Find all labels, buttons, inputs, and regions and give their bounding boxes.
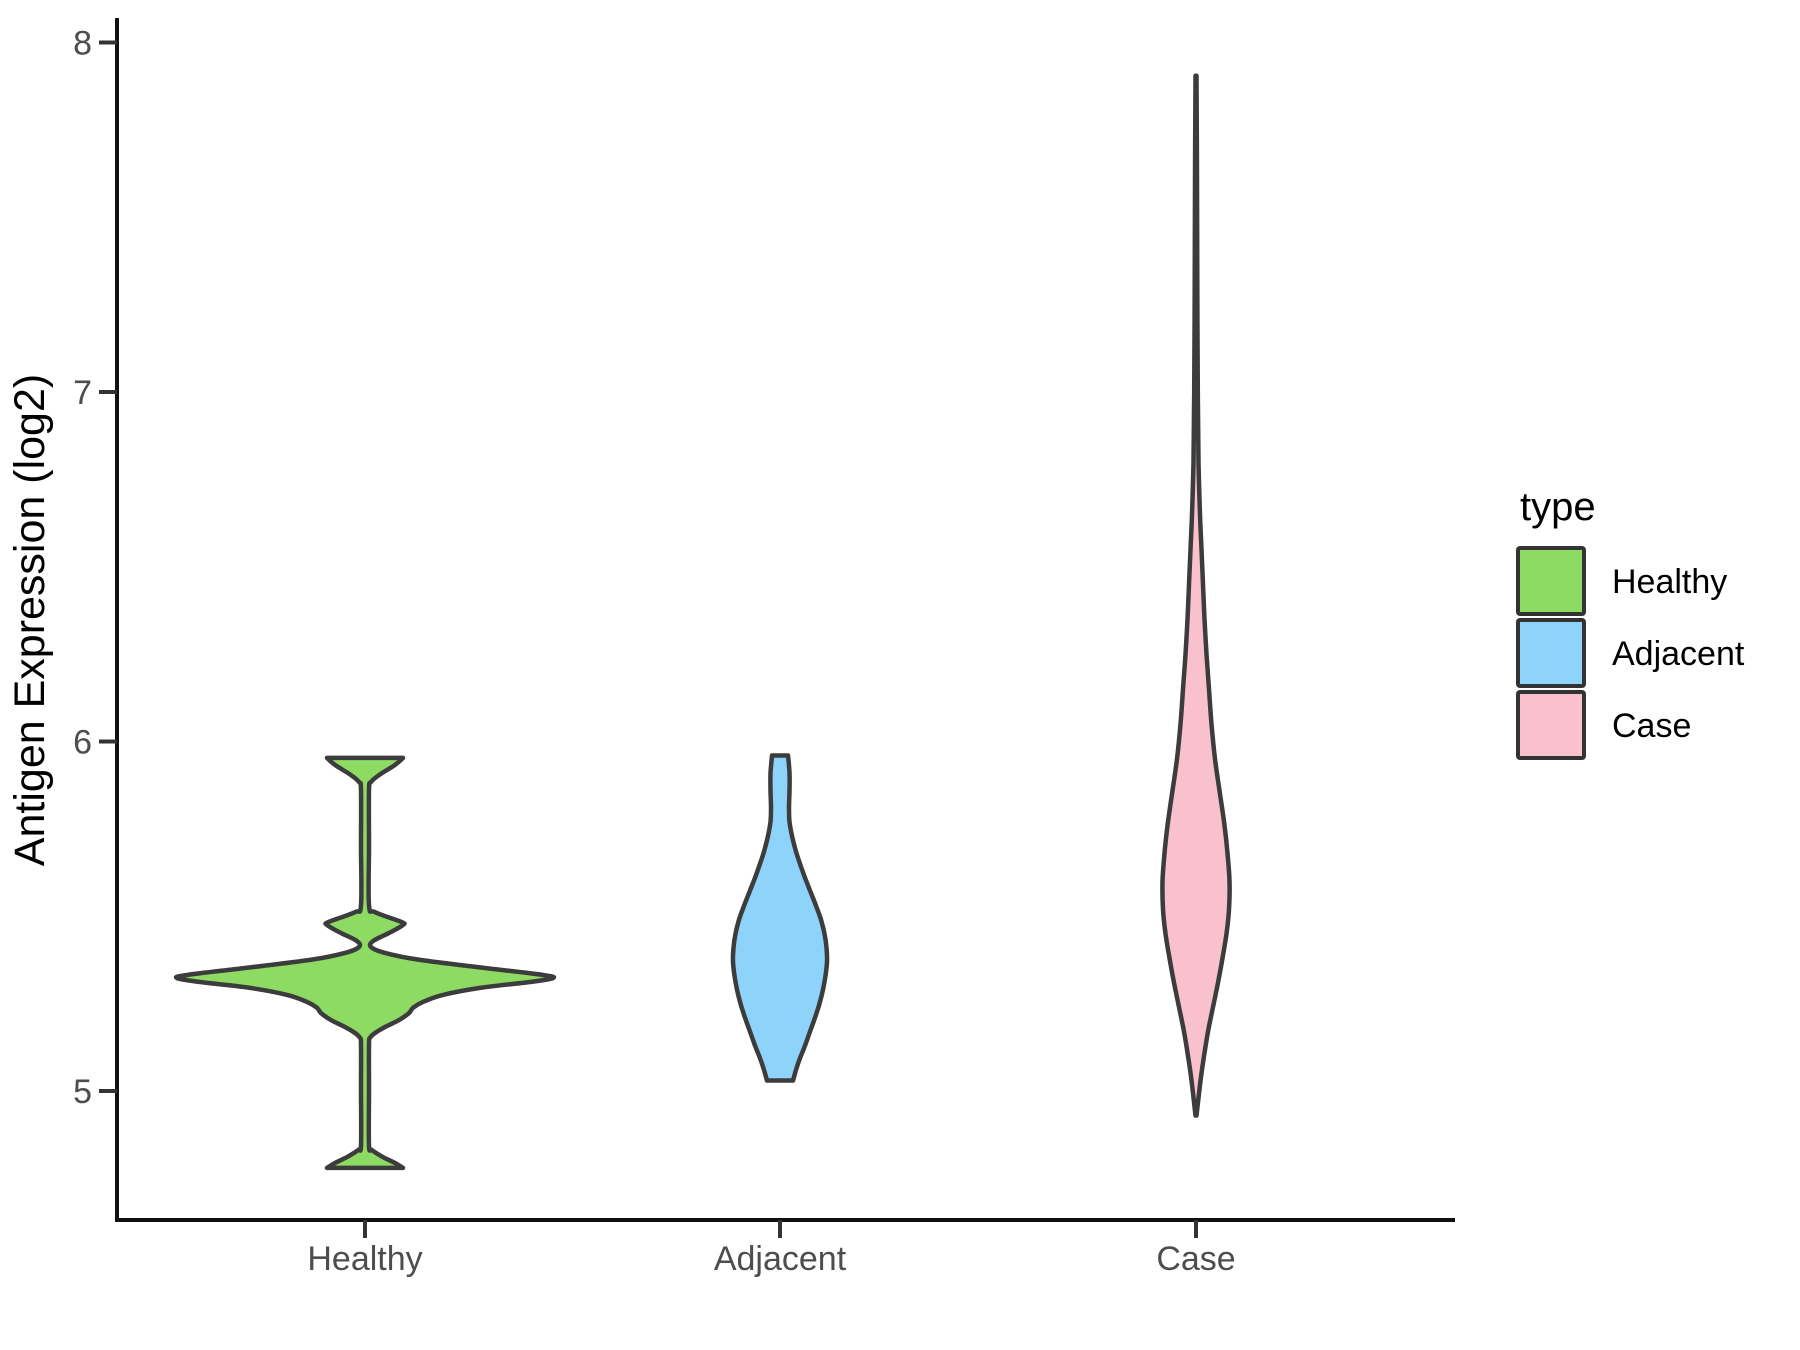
violin-case bbox=[1160, 73, 1232, 1118]
x-tick-label-case: Case bbox=[1156, 1240, 1235, 1278]
legend-label-adjacent: Adjacent bbox=[1612, 635, 1745, 673]
violin-adjacent bbox=[730, 753, 830, 1083]
y-tick-label-5: 5 bbox=[73, 1073, 92, 1111]
x-tick-label-adjacent: Adjacent bbox=[714, 1240, 847, 1278]
violin-healthy bbox=[173, 755, 557, 1171]
y-tick-label-7: 7 bbox=[73, 374, 92, 412]
y-axis-title: Antigen Expression (log2) bbox=[6, 374, 54, 866]
y-tick-label-6: 6 bbox=[73, 724, 92, 762]
legend-key-adjacent bbox=[1516, 618, 1586, 688]
legend-title: type bbox=[1520, 485, 1596, 529]
legend-label-case: Case bbox=[1612, 707, 1691, 745]
legend-key-case bbox=[1516, 690, 1586, 760]
x-tick-label-healthy: Healthy bbox=[307, 1240, 422, 1278]
legend-key-healthy bbox=[1516, 546, 1586, 616]
y-tick-label-8: 8 bbox=[73, 25, 92, 63]
legend-label-healthy: Healthy bbox=[1612, 563, 1727, 601]
